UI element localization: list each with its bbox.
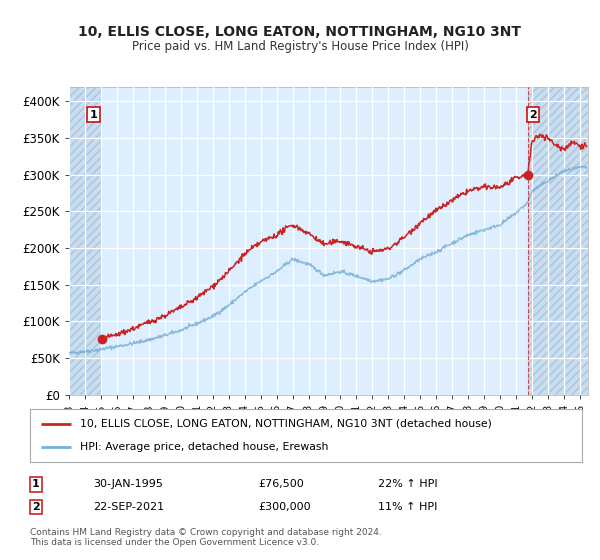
Text: 2: 2 bbox=[529, 110, 537, 119]
Text: 11% ↑ HPI: 11% ↑ HPI bbox=[378, 502, 437, 512]
Text: £76,500: £76,500 bbox=[258, 479, 304, 489]
Text: 22% ↑ HPI: 22% ↑ HPI bbox=[378, 479, 437, 489]
Bar bbox=[527, 87, 588, 395]
Bar bbox=[69, 87, 102, 395]
Text: Price paid vs. HM Land Registry's House Price Index (HPI): Price paid vs. HM Land Registry's House … bbox=[131, 40, 469, 53]
Text: 1: 1 bbox=[89, 110, 97, 119]
Bar bbox=[527, 87, 588, 395]
Text: Contains HM Land Registry data © Crown copyright and database right 2024.
This d: Contains HM Land Registry data © Crown c… bbox=[30, 528, 382, 547]
Text: 1: 1 bbox=[32, 479, 40, 489]
Text: HPI: Average price, detached house, Erewash: HPI: Average price, detached house, Erew… bbox=[80, 442, 328, 452]
Text: 10, ELLIS CLOSE, LONG EATON, NOTTINGHAM, NG10 3NT (detached house): 10, ELLIS CLOSE, LONG EATON, NOTTINGHAM,… bbox=[80, 419, 491, 429]
Text: 30-JAN-1995: 30-JAN-1995 bbox=[93, 479, 163, 489]
Bar bbox=[69, 87, 102, 395]
Text: 10, ELLIS CLOSE, LONG EATON, NOTTINGHAM, NG10 3NT: 10, ELLIS CLOSE, LONG EATON, NOTTINGHAM,… bbox=[79, 25, 521, 39]
Text: 2: 2 bbox=[32, 502, 40, 512]
Text: 22-SEP-2021: 22-SEP-2021 bbox=[93, 502, 164, 512]
Text: £300,000: £300,000 bbox=[258, 502, 311, 512]
